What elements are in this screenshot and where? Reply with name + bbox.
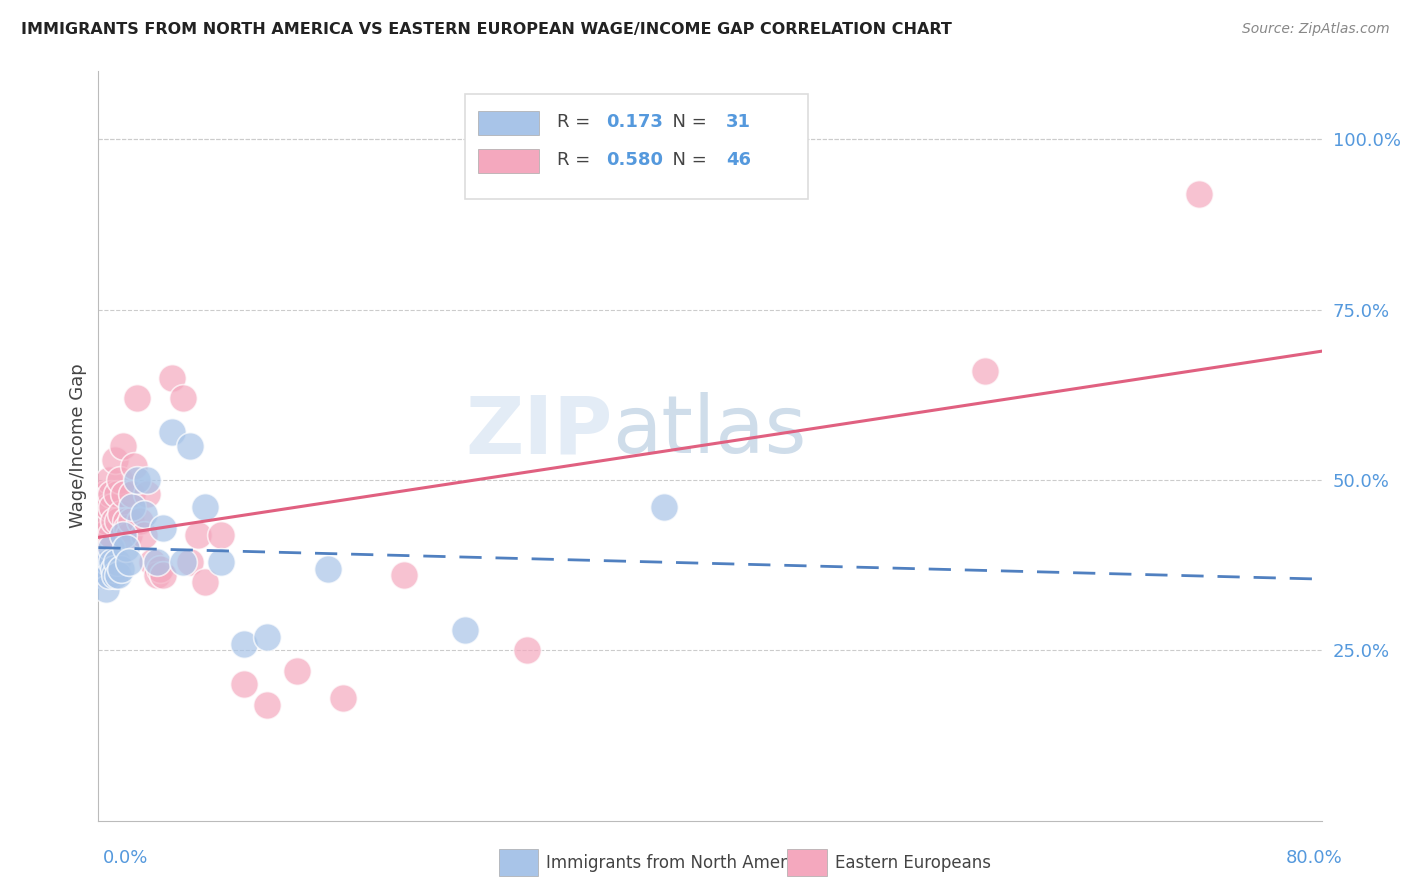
Text: 80.0%: 80.0% xyxy=(1286,849,1343,867)
Point xyxy=(149,561,172,575)
Point xyxy=(194,575,217,590)
Point xyxy=(121,486,143,500)
FancyBboxPatch shape xyxy=(478,112,538,135)
Point xyxy=(187,527,209,541)
Point xyxy=(145,555,167,569)
Point xyxy=(90,561,112,575)
Point xyxy=(232,636,254,650)
Point xyxy=(160,425,183,440)
Point xyxy=(110,561,132,575)
Point xyxy=(101,555,124,569)
Point xyxy=(93,568,115,582)
Point xyxy=(115,514,138,528)
Point xyxy=(100,486,122,500)
Text: N =: N = xyxy=(661,151,713,169)
Text: 0.173: 0.173 xyxy=(606,113,664,131)
Point xyxy=(125,473,148,487)
Point xyxy=(108,473,131,487)
Point xyxy=(454,623,477,637)
Text: Source: ZipAtlas.com: Source: ZipAtlas.com xyxy=(1241,22,1389,37)
Point xyxy=(105,486,128,500)
Point xyxy=(118,527,141,541)
Point xyxy=(115,541,138,556)
FancyBboxPatch shape xyxy=(478,149,538,172)
Text: Eastern Europeans: Eastern Europeans xyxy=(835,854,991,871)
Point xyxy=(93,568,115,582)
Point xyxy=(105,555,128,569)
Point xyxy=(125,392,148,406)
Point xyxy=(128,514,150,528)
Point xyxy=(152,568,174,582)
Point xyxy=(256,630,278,644)
Point xyxy=(232,677,254,691)
Point xyxy=(117,521,139,535)
Point xyxy=(100,541,122,556)
Point xyxy=(103,514,125,528)
Point xyxy=(122,459,145,474)
Text: 31: 31 xyxy=(725,113,751,131)
Point xyxy=(103,561,125,575)
Point xyxy=(104,452,127,467)
Text: ZIP: ZIP xyxy=(465,392,612,470)
Point xyxy=(111,527,134,541)
Point xyxy=(316,561,339,575)
Point xyxy=(97,555,120,569)
Point xyxy=(256,698,278,712)
Point xyxy=(91,527,114,541)
Point xyxy=(121,500,143,515)
Point xyxy=(160,371,183,385)
Point xyxy=(134,507,156,521)
Point xyxy=(179,555,201,569)
Point xyxy=(652,500,675,515)
Point xyxy=(94,514,117,528)
Text: IMMIGRANTS FROM NORTH AMERICA VS EASTERN EUROPEAN WAGE/INCOME GAP CORRELATION CH: IMMIGRANTS FROM NORTH AMERICA VS EASTERN… xyxy=(21,22,952,37)
Text: 0.580: 0.580 xyxy=(606,151,664,169)
Y-axis label: Wage/Income Gap: Wage/Income Gap xyxy=(69,364,87,528)
FancyBboxPatch shape xyxy=(465,94,808,199)
Point xyxy=(94,486,117,500)
Text: R =: R = xyxy=(557,113,596,131)
Point xyxy=(392,568,416,582)
Point xyxy=(134,527,156,541)
Text: 46: 46 xyxy=(725,151,751,169)
Text: atlas: atlas xyxy=(612,392,807,470)
Point xyxy=(110,507,132,521)
Point xyxy=(118,555,141,569)
Point xyxy=(285,664,308,678)
Point xyxy=(107,568,129,582)
Point xyxy=(98,473,121,487)
Point xyxy=(107,514,129,528)
Point xyxy=(179,439,201,453)
Point xyxy=(974,364,997,378)
Point xyxy=(90,555,112,569)
Point xyxy=(98,568,121,582)
Text: 0.0%: 0.0% xyxy=(103,849,148,867)
Point xyxy=(120,514,142,528)
Point xyxy=(97,500,120,515)
Point xyxy=(136,473,159,487)
Point xyxy=(104,568,127,582)
Point xyxy=(516,643,538,657)
Text: R =: R = xyxy=(557,151,596,169)
Point xyxy=(172,555,194,569)
Point xyxy=(332,691,354,706)
Point xyxy=(94,582,117,596)
Point xyxy=(101,500,124,515)
Point xyxy=(112,486,135,500)
Point xyxy=(111,439,134,453)
Point xyxy=(100,527,122,541)
Point xyxy=(209,527,232,541)
Point xyxy=(194,500,217,515)
Point xyxy=(172,392,194,406)
Point xyxy=(152,521,174,535)
Point xyxy=(136,486,159,500)
Point xyxy=(145,568,167,582)
Point xyxy=(209,555,232,569)
Point xyxy=(1188,186,1211,201)
Point xyxy=(141,555,163,569)
Text: Immigrants from North America: Immigrants from North America xyxy=(546,854,810,871)
Text: N =: N = xyxy=(661,113,713,131)
